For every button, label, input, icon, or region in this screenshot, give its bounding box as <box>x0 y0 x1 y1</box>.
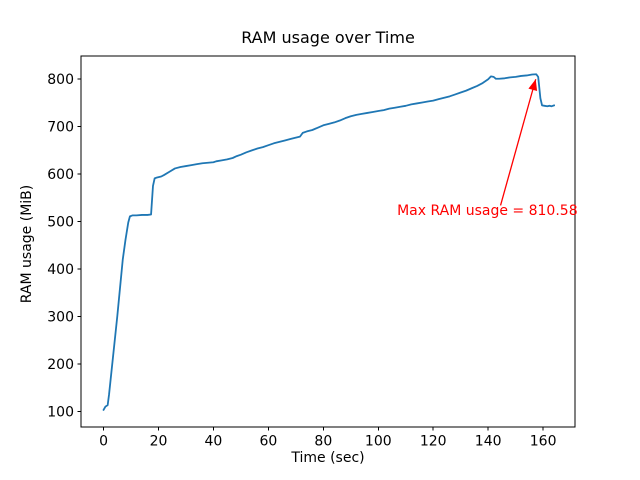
y-tick-label: 100 <box>47 404 74 420</box>
x-tick-label: 60 <box>259 434 277 450</box>
y-tick-label: 500 <box>47 215 74 231</box>
max-ram-annotation: Max RAM usage = 810.58 <box>397 203 578 220</box>
x-tick-label: 140 <box>475 434 502 450</box>
x-tick-label: 80 <box>314 434 332 450</box>
x-tick-label: 120 <box>420 434 447 450</box>
annotation-arrow <box>499 79 537 206</box>
x-axis-label: Time (sec) <box>291 450 365 466</box>
x-tick-label: 0 <box>99 434 108 450</box>
y-tick-label: 600 <box>47 167 74 183</box>
annotation-arrowhead <box>528 79 538 92</box>
y-tick-label: 300 <box>47 309 74 325</box>
ram-usage-line <box>102 73 556 411</box>
x-tick-label: 100 <box>365 434 392 450</box>
x-tick-label: 20 <box>150 434 168 450</box>
chart-title: RAM usage over Time <box>241 28 415 47</box>
x-tick-label: 40 <box>205 434 223 450</box>
y-axis-label-text: RAM usage (MiB) <box>19 184 35 304</box>
y-tick-label: 700 <box>47 120 74 136</box>
y-tick-label: 800 <box>47 72 74 88</box>
plot-border <box>80 55 576 428</box>
y-tick-label: 200 <box>47 357 74 373</box>
y-tick-label: 400 <box>47 262 74 278</box>
x-tick-label: 160 <box>530 434 557 450</box>
